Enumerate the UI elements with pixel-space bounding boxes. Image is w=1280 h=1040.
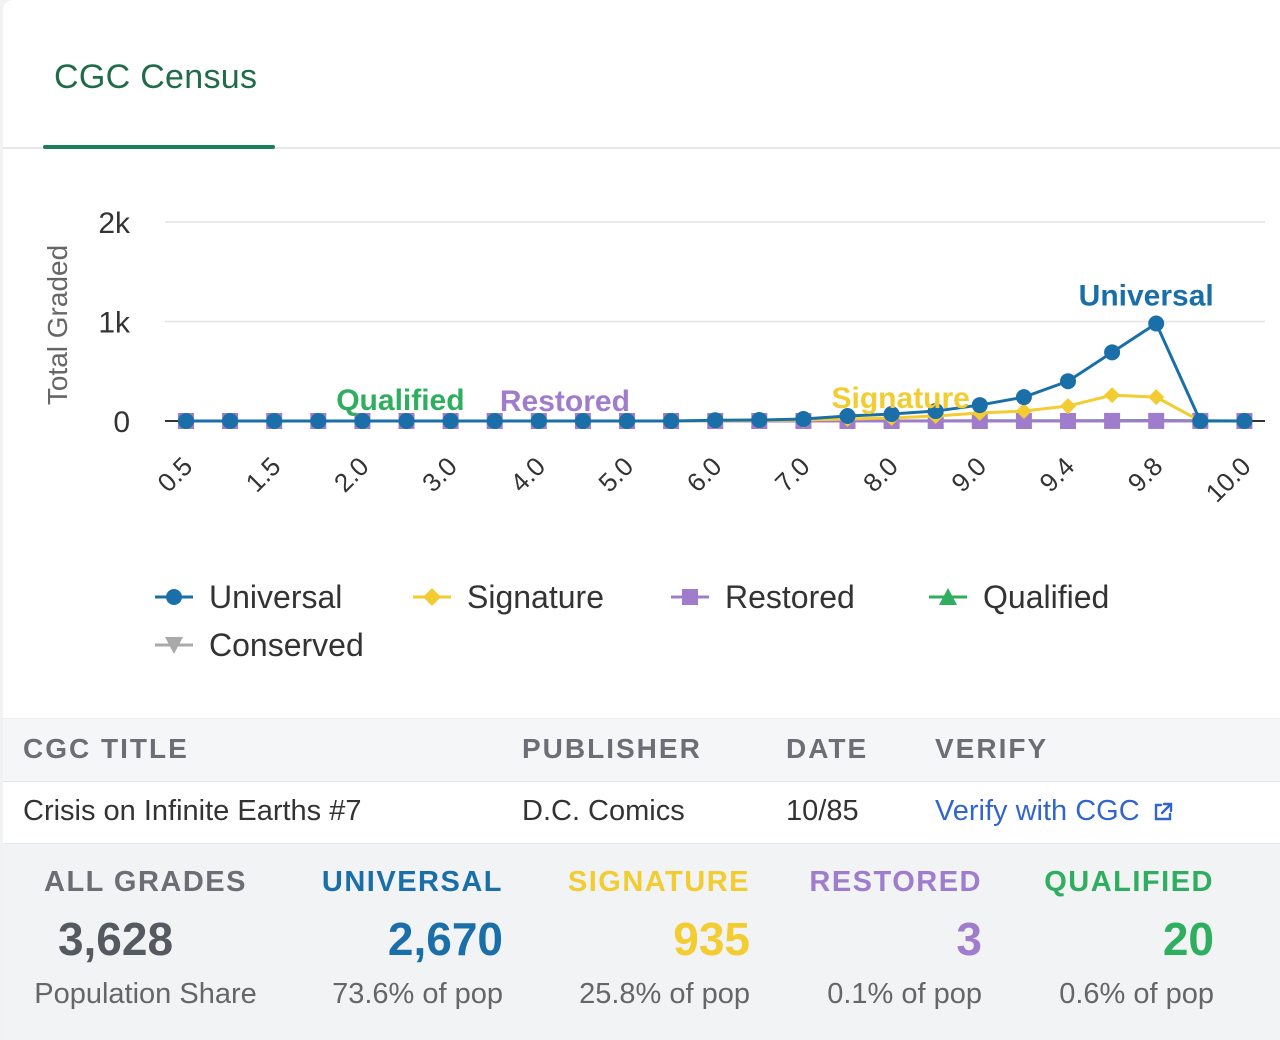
y-tick-label: 2k [98, 207, 131, 240]
column-header-title: CGC TITLE [23, 733, 189, 765]
data-point-restored [1060, 413, 1076, 429]
y-tick-label: 1k [98, 307, 131, 340]
legend-item-signature[interactable]: Signature [411, 575, 604, 619]
stat-restored: RESTORED 3 0.1% of pop [752, 844, 982, 1027]
series-annotation-universal: Universal [1079, 279, 1214, 312]
y-tick-label: 0 [113, 406, 130, 439]
data-point-universal [1236, 413, 1252, 429]
legend-signature-icon [411, 587, 453, 607]
data-point-signature [1060, 398, 1076, 414]
data-point-universal [266, 413, 282, 429]
tab-bar: CGC Census [3, 0, 1280, 149]
data-point-universal [1016, 389, 1032, 405]
series-annotation-restored: Restored [500, 385, 630, 418]
stat-label: QUALIFIED [1044, 866, 1214, 899]
series-annotation-qualified: Qualified [336, 384, 464, 417]
stat-label: ALL GRADES [28, 866, 263, 899]
data-point-restored [1148, 413, 1164, 429]
legend-qualified-icon [927, 587, 969, 607]
stat-qualified: QUALIFIED 20 0.6% of pop [984, 844, 1214, 1027]
stat-value: 3 [956, 912, 982, 966]
data-point-universal [1104, 344, 1120, 360]
external-link-icon [1152, 801, 1174, 823]
data-point-universal [178, 413, 194, 429]
data-point-universal [663, 413, 679, 429]
x-tick-label: 9.8 [1122, 451, 1169, 498]
x-tick-label: 4.0 [504, 451, 551, 498]
stat-value: 935 [673, 912, 750, 966]
stat-label: UNIVERSAL [322, 866, 503, 899]
legend-item-qualified[interactable]: Qualified [927, 575, 1109, 619]
comic-title: Crisis on Infinite Earths #7 [23, 795, 361, 828]
data-point-universal [1060, 373, 1076, 389]
x-tick-label: 8.0 [857, 451, 904, 498]
census-line-chart: 0 1k 2k Total Graded 0.5 1.5 2.0 3.0 4.0 5.0 6.0 7.… [3, 150, 1280, 560]
stat-share: 73.6% of pop [332, 978, 503, 1011]
active-tab-indicator [43, 145, 275, 149]
census-card: CGC Census 0 1k 2k Total Graded 0.5 1.5 2.0 3.0… [3, 0, 1280, 1040]
data-point-universal [972, 397, 988, 413]
column-header-publisher: PUBLISHER [522, 733, 702, 765]
data-point-universal [707, 412, 723, 428]
stat-share: 0.6% of pop [1059, 978, 1214, 1011]
legend-label-signature: Signature [467, 579, 604, 616]
x-tick-label: 10.0 [1200, 451, 1257, 508]
stat-value: 3,628 [3, 912, 263, 966]
data-point-signature [1148, 389, 1164, 405]
series-annotation-signature: Signature [832, 382, 970, 415]
stat-share: 0.1% of pop [827, 978, 982, 1011]
tab-cgc-census[interactable]: CGC Census [43, 0, 275, 147]
legend-item-conserved[interactable]: Conserved [153, 623, 364, 667]
data-point-restored [1104, 413, 1120, 429]
data-point-universal [795, 411, 811, 427]
stat-label: RESTORED [809, 866, 982, 899]
x-tick-label: 7.0 [769, 451, 816, 498]
comic-publisher: D.C. Comics [522, 795, 685, 828]
stat-share: Population Share [28, 978, 263, 1011]
data-point-universal [222, 413, 238, 429]
x-tick-label: 6.0 [681, 451, 728, 498]
x-tick-label: 9.0 [945, 451, 992, 498]
x-tick-label: 0.5 [151, 451, 198, 498]
stat-value: 20 [1163, 912, 1214, 966]
comic-date: 10/85 [786, 795, 859, 828]
legend-universal-icon [153, 587, 195, 607]
data-point-signature [1104, 387, 1120, 403]
x-tick-label: 3.0 [416, 451, 463, 498]
stat-signature: SIGNATURE 935 25.8% of pop [520, 844, 750, 1027]
column-header-date: DATE [786, 733, 868, 765]
legend-label-conserved: Conserved [209, 627, 364, 664]
stat-label: SIGNATURE [568, 866, 750, 899]
stat-all-grades: ALL GRADES 3,628 Population Share [28, 844, 263, 1027]
column-header-verify: VERIFY [935, 733, 1048, 765]
legend-label-restored: Restored [725, 579, 855, 616]
legend-item-restored[interactable]: Restored [669, 575, 855, 619]
grade-stats: ALL GRADES 3,628 Population Share UNIVER… [3, 844, 1280, 1040]
data-point-universal [1148, 315, 1164, 331]
legend-label-qualified: Qualified [983, 579, 1109, 616]
x-tick-label: 5.0 [592, 451, 639, 498]
stat-value: 2,670 [388, 912, 503, 966]
x-tick-label: 9.4 [1033, 451, 1080, 498]
legend-conserved-icon [153, 635, 195, 655]
stat-universal: UNIVERSAL 2,670 73.6% of pop [273, 844, 503, 1027]
legend-restored-icon [669, 587, 711, 607]
x-tick-label: 1.5 [240, 451, 287, 498]
table-row: Crisis on Infinite Earths #7 D.C. Comics… [3, 781, 1280, 844]
data-point-universal [310, 413, 326, 429]
verify-link-label: Verify with CGC [935, 795, 1140, 828]
stat-share: 25.8% of pop [579, 978, 750, 1011]
verify-with-cgc-link[interactable]: Verify with CGC [935, 795, 1174, 828]
data-point-universal [1192, 413, 1208, 429]
data-point-universal [751, 412, 767, 428]
y-axis-label: Total Graded [42, 245, 73, 405]
x-tick-label: 2.0 [328, 451, 375, 498]
census-table-header: CGC TITLE PUBLISHER DATE VERIFY [3, 718, 1280, 782]
legend-item-universal[interactable]: Universal [153, 575, 342, 619]
legend-label-universal: Universal [209, 579, 342, 616]
tab-label: CGC Census [54, 58, 257, 97]
